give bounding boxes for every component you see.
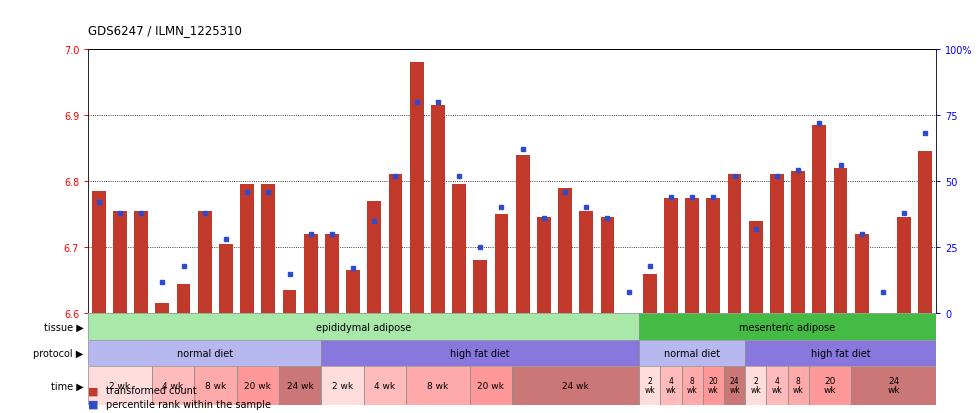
Bar [473,261,487,313]
Text: normal diet: normal diet [176,348,233,358]
Bar [279,366,321,405]
Text: percentile rank within the sample: percentile rank within the sample [106,399,270,409]
Bar [918,152,932,313]
Bar [664,198,678,313]
Bar [681,366,703,405]
Text: 4 wk: 4 wk [374,381,396,390]
Text: high fat diet: high fat diet [451,348,510,358]
Bar [156,304,170,313]
Bar [745,366,766,405]
Bar [749,221,762,313]
Text: 24
wk: 24 wk [729,377,740,394]
Bar [812,126,826,313]
Bar [512,366,639,405]
Text: 8 wk: 8 wk [205,381,226,390]
Text: 24
wk: 24 wk [887,377,900,394]
Text: 8
wk: 8 wk [793,377,804,394]
Bar [88,313,639,340]
Text: 2
wk: 2 wk [751,377,761,394]
Text: 8
wk: 8 wk [687,377,698,394]
Text: ■: ■ [88,385,102,395]
Bar [152,366,194,405]
Bar [685,198,699,313]
Bar [703,366,724,405]
Bar [728,175,742,313]
Bar [639,340,745,366]
Text: 2 wk: 2 wk [110,381,130,390]
Bar [559,188,572,313]
Bar [113,211,126,313]
Bar [898,218,911,313]
Bar [851,366,936,405]
Text: 4
wk: 4 wk [665,377,676,394]
Bar [325,234,339,313]
Bar [364,366,406,405]
Bar [791,172,805,313]
Bar [262,185,275,313]
Bar [452,185,466,313]
Text: 8 wk: 8 wk [427,381,449,390]
Text: tissue ▶: tissue ▶ [43,322,83,332]
Bar [495,214,509,313]
Text: 20
wk: 20 wk [708,377,718,394]
Bar [368,202,381,313]
Bar [788,366,808,405]
Bar [639,313,936,340]
Text: high fat diet: high fat diet [810,348,870,358]
Bar [431,106,445,313]
Text: 20 wk: 20 wk [477,381,505,390]
Text: epididymal adipose: epididymal adipose [317,322,412,332]
Bar [88,366,152,405]
Bar [410,63,423,313]
Text: 4 wk: 4 wk [163,381,183,390]
Text: time ▶: time ▶ [51,380,83,391]
Bar [220,244,233,313]
Bar [643,274,657,313]
Text: 24 wk: 24 wk [563,381,589,390]
Text: transformed count: transformed count [106,385,197,395]
Text: GDS6247 / ILMN_1225310: GDS6247 / ILMN_1225310 [88,24,242,37]
Bar [601,218,614,313]
Text: ■: ■ [88,399,102,409]
Bar [321,366,364,405]
Bar [240,185,254,313]
Bar [134,211,148,313]
Bar [855,234,868,313]
Text: protocol ▶: protocol ▶ [33,348,83,358]
Text: 4
wk: 4 wk [771,377,782,394]
Text: 20
wk: 20 wk [823,377,836,394]
Bar [834,169,848,313]
Bar [537,218,551,313]
Text: 24 wk: 24 wk [287,381,314,390]
Bar [808,366,851,405]
Bar [639,366,661,405]
Bar [321,340,639,366]
Text: 2
wk: 2 wk [645,377,656,394]
Text: 20 wk: 20 wk [244,381,271,390]
Bar [346,271,360,313]
Bar [707,198,720,313]
Bar [194,366,236,405]
Text: 2 wk: 2 wk [332,381,353,390]
Bar [661,366,681,405]
Bar [469,366,512,405]
Bar [770,175,784,313]
Bar [236,366,279,405]
Bar [579,211,593,313]
Text: normal diet: normal diet [664,348,720,358]
Bar [389,175,403,313]
Bar [304,234,318,313]
Bar [515,155,529,313]
Bar [745,340,936,366]
Bar [282,290,296,313]
Bar [198,211,212,313]
Bar [766,366,788,405]
Bar [176,284,190,313]
Bar [92,192,106,313]
Bar [88,340,321,366]
Bar [406,366,469,405]
Text: mesenteric adipose: mesenteric adipose [740,322,836,332]
Bar [724,366,745,405]
